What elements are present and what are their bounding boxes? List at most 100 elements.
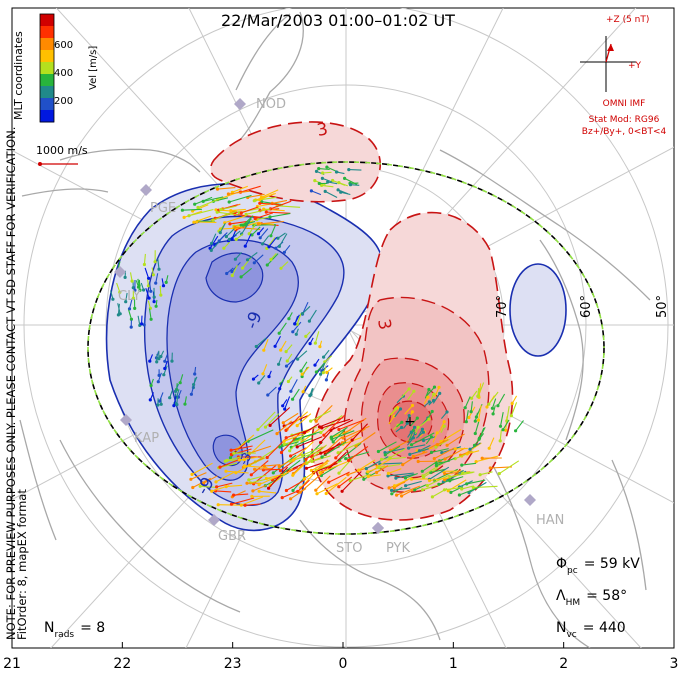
station-marker-pyk <box>372 522 384 534</box>
vector-origin-70 <box>129 325 133 329</box>
vector-119 <box>315 460 342 471</box>
vector-origin-80 <box>154 304 158 308</box>
vector-288 <box>431 448 449 453</box>
vector-403 <box>241 220 251 235</box>
vector-origin-262 <box>453 457 457 461</box>
vector-65 <box>116 282 121 293</box>
vector-197 <box>331 426 348 438</box>
station-label-gbr: GBR <box>218 529 246 544</box>
vector-origin-36 <box>215 210 219 214</box>
vector-origin-193 <box>284 428 288 432</box>
vector-274 <box>430 468 446 474</box>
vector-origin-479 <box>323 189 327 193</box>
vector-origin-474 <box>343 176 347 180</box>
vector-origin-212 <box>445 443 449 447</box>
vector-279 <box>366 456 389 470</box>
vector-420 <box>210 241 220 251</box>
vector-266 <box>461 485 474 490</box>
vector-254 <box>388 468 402 474</box>
vector-284 <box>437 439 449 446</box>
vector-origin-247 <box>430 495 434 499</box>
vector-112 <box>300 474 314 489</box>
vector-378 <box>308 309 317 322</box>
vector-308 <box>231 497 255 505</box>
vector-origin-317 <box>251 489 255 493</box>
vector-168 <box>329 451 347 469</box>
vector-origin-516 <box>192 383 196 387</box>
vector-origin-47 <box>253 217 257 221</box>
station-label-pyk: PYK <box>386 541 410 556</box>
vector-origin-83 <box>142 262 146 267</box>
vector-120 <box>249 457 266 466</box>
vector-origin-482 <box>348 183 353 187</box>
vector-10 <box>232 185 249 193</box>
vector-481 <box>322 177 333 183</box>
vector-origin-521 <box>473 419 477 423</box>
vector-origin-265 <box>480 456 484 460</box>
vector-38 <box>261 189 279 198</box>
vector-origin-14 <box>227 200 231 204</box>
vector-109 <box>311 460 330 471</box>
vector-origin-513 <box>163 366 167 371</box>
vector-193 <box>285 415 301 431</box>
vector-origin-84 <box>164 280 168 284</box>
vector-origin-309 <box>190 472 194 476</box>
vector-origin-500 <box>159 354 163 359</box>
vector-374 <box>280 340 287 351</box>
imf-condition: Bz+/By+, 0<BT<4 <box>582 127 667 137</box>
vector-origin-147 <box>296 489 300 494</box>
vector-448 <box>394 408 401 418</box>
vector-371 <box>292 388 300 400</box>
vector-origin-41 <box>219 208 223 212</box>
vector-342 <box>315 362 325 373</box>
vector-origin-59 <box>258 201 262 205</box>
vector-origin-360 <box>322 355 326 359</box>
vector-origin-253 <box>409 443 414 447</box>
vector-83 <box>143 253 146 265</box>
vector-127 <box>341 471 362 492</box>
map-title: 22/Mar/2003 01:00–01:02 UT <box>221 11 455 30</box>
vector-origin-430 <box>442 424 446 428</box>
vector-origin-175 <box>284 436 288 440</box>
vector-478 <box>318 168 330 171</box>
vector-origin-91 <box>147 296 151 300</box>
vector-258 <box>389 448 406 459</box>
vector-13 <box>247 193 265 199</box>
vector-origin-256 <box>404 484 408 488</box>
vector-origin-473 <box>309 189 313 193</box>
vector-origin-413 <box>230 237 234 241</box>
vector-origin-241 <box>395 493 399 497</box>
vector-origin-389 <box>300 372 304 376</box>
vector-origin-300 <box>247 478 251 482</box>
vector-130 <box>319 416 344 428</box>
vector-418 <box>231 264 238 276</box>
vector-origin-481 <box>320 176 324 180</box>
vector-312 <box>226 484 243 488</box>
vector-273 <box>422 484 439 491</box>
vector-origin-284 <box>435 443 439 447</box>
stat-lambda-hm: ΛHM = 58° <box>556 588 627 608</box>
vector-303 <box>200 485 216 488</box>
vector-306 <box>263 468 281 471</box>
latitude-label-70: 70° <box>495 295 510 318</box>
vector-52 <box>258 220 284 225</box>
vector-origin-75 <box>124 300 128 304</box>
vector-151 <box>342 425 370 439</box>
vector-origin-531 <box>463 406 467 410</box>
vector-origin-220 <box>400 494 404 498</box>
vector-389 <box>301 366 310 375</box>
vector-307 <box>216 482 233 488</box>
vector-origin-472 <box>313 179 317 183</box>
vector-origin-487 <box>326 180 330 184</box>
vector-origin-208 <box>300 453 304 457</box>
vector-origin-469 <box>445 410 449 414</box>
vector-196 <box>322 461 337 473</box>
contour-label-pos: 3 <box>373 317 395 331</box>
vector-origin-263 <box>446 489 450 493</box>
vector-origin-203 <box>315 492 319 496</box>
vector-origin-364 <box>257 381 261 385</box>
vector-origin-164 <box>337 427 341 432</box>
svg-text:Nvc= 440: Nvc = 440 <box>556 620 626 640</box>
vector-origin-465 <box>420 427 424 431</box>
vector-origin-455 <box>432 392 436 396</box>
